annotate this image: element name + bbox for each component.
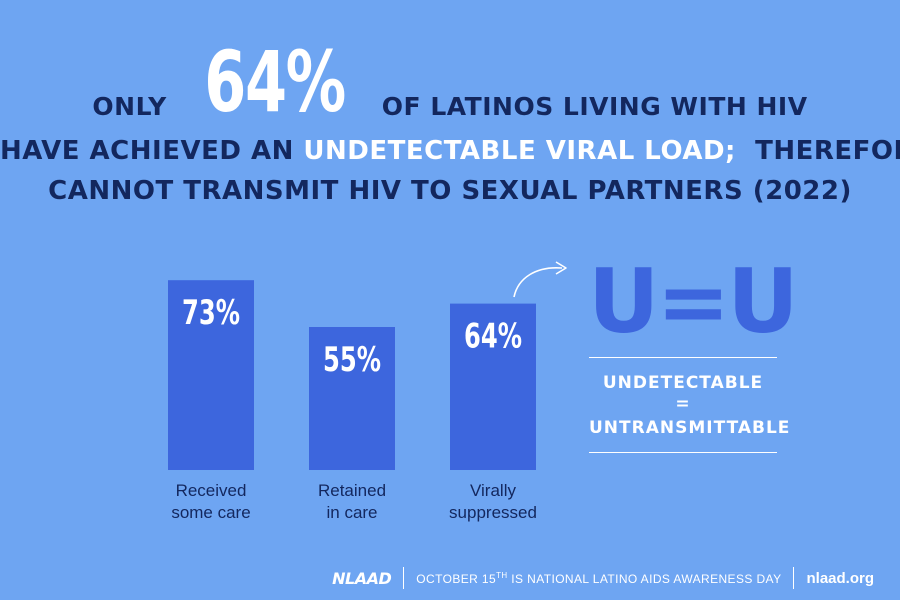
bar-value-label-1: 55%	[323, 340, 381, 380]
headline-achieved: HAVE ACHIEVED AN	[0, 136, 294, 166]
headline-only: ONLY	[92, 92, 167, 121]
category-label-2-1: suppressed	[449, 503, 537, 522]
bar-value-label-0: 73%	[182, 293, 240, 333]
divider-bottom	[589, 452, 777, 453]
category-label-2-0: Virally	[470, 481, 516, 500]
headline-big-percent: 64%	[204, 33, 346, 131]
tagline-text: IS NATIONAL LATINO AIDS AWARENESS DAY	[507, 571, 782, 586]
footer: NLAAD OCTOBER 15TH IS NATIONAL LATINO AI…	[332, 566, 874, 590]
headline-line-3: CANNOT TRANSMIT HIV TO SEXUAL PARTNERS (…	[48, 176, 852, 206]
footer-website-link[interactable]: nlaad.org	[806, 569, 874, 587]
category-label-1-1: in care	[326, 503, 377, 522]
nlaad-logo: NLAAD	[332, 568, 392, 588]
headline-undetectable: UNDETECTABLE VIRAL LOAD;	[303, 136, 736, 166]
undetectable-text: UNDETECTABLE	[602, 373, 764, 393]
curved-arrow-icon	[513, 267, 563, 298]
headline-therefore: THEREFORE	[755, 136, 900, 166]
headline-line-1: ONLY 64% OF LATINOS LIVING WITH HIV	[0, 36, 900, 124]
bar-value-label-2: 64%	[464, 317, 522, 357]
footer-separator	[403, 567, 405, 589]
headline-line-2: HAVE ACHIEVED AN UNDETECTABLE VIRAL LOAD…	[0, 136, 900, 166]
arrow-head-icon	[555, 261, 567, 275]
bar-2	[450, 303, 536, 470]
headline-latinos: OF LATINOS LIVING WITH HIV	[381, 92, 808, 121]
divider-top	[589, 357, 777, 358]
u-equals-u-logo: U=U	[588, 250, 799, 353]
category-label-0-1: some care	[171, 503, 250, 522]
tagline-sup: TH	[496, 570, 508, 580]
category-label-0-0: Received	[176, 481, 247, 500]
bar-1	[309, 327, 395, 470]
equals-text: =	[675, 394, 691, 414]
bar-0	[168, 280, 254, 470]
footer-separator	[793, 567, 795, 589]
category-label-1-0: Retained	[318, 481, 386, 500]
footer-tagline: OCTOBER 15TH IS NATIONAL LATINO AIDS AWA…	[416, 571, 781, 586]
untransmittable-text: UNTRANSMITTABLE	[589, 418, 791, 438]
tagline-date: OCTOBER 15	[416, 571, 497, 586]
